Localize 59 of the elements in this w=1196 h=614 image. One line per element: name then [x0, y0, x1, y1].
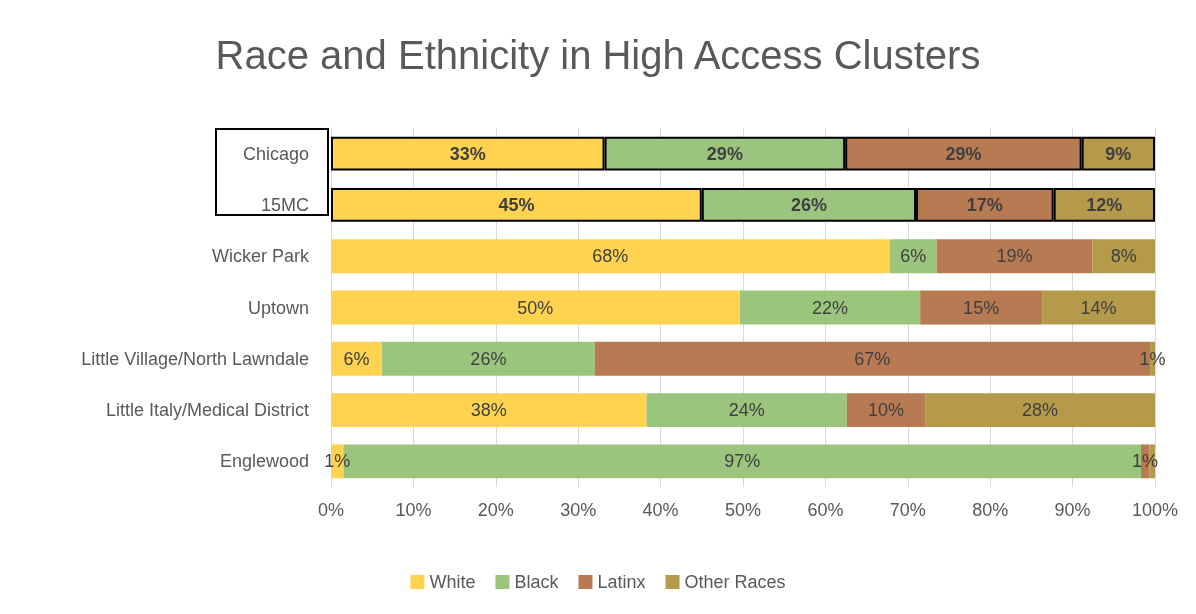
legend-label: Latinx: [597, 572, 646, 592]
data-label: 33%: [449, 143, 486, 164]
data-label: 22%: [811, 297, 848, 318]
data-label: 45%: [498, 194, 535, 215]
bar: [331, 393, 647, 427]
data-label: 17%: [966, 194, 1003, 215]
y-tick-label: Chicago: [242, 143, 309, 164]
y-tick-label: Englewood: [219, 451, 309, 472]
data-label: 97%: [724, 451, 761, 472]
x-tick-label: 30%: [560, 500, 597, 520]
bar: [925, 393, 1155, 427]
data-label: 10%: [867, 400, 904, 421]
x-tick-label: 0%: [317, 500, 345, 520]
data-label: 26%: [470, 348, 507, 369]
x-tick-label: 70%: [889, 500, 926, 520]
legend-label: Other Races: [684, 572, 786, 592]
data-label: 50%: [517, 297, 554, 318]
bar: [331, 239, 890, 274]
data-label: 24%: [728, 400, 765, 421]
data-label: 6%: [343, 348, 370, 369]
data-label: 19%: [996, 246, 1033, 267]
bar: [739, 290, 921, 325]
x-tick-label: 80%: [972, 500, 1009, 520]
data-label: 9%: [1105, 143, 1132, 164]
bar: [1042, 290, 1155, 325]
bar: [382, 341, 595, 376]
y-tick-label: Uptown: [247, 297, 309, 318]
x-tick-label: 100%: [1131, 500, 1179, 520]
y-tick-label: 15MC: [260, 194, 309, 215]
bar: [331, 290, 740, 325]
legend-label: White: [429, 572, 476, 592]
bar: [646, 393, 847, 427]
y-tick-label: Wicker Park: [211, 246, 310, 267]
y-tick-label: Little Italy/Medical District: [105, 400, 309, 421]
legend-label: Black: [514, 572, 560, 592]
data-label: 6%: [900, 246, 927, 267]
x-tick-label: 40%: [642, 500, 679, 520]
data-label: 29%: [945, 143, 982, 164]
data-label: 28%: [1022, 400, 1059, 421]
data-label: 8%: [1110, 246, 1137, 267]
x-tick-label: 60%: [807, 500, 844, 520]
bar: [1092, 239, 1155, 274]
x-tick-label: 50%: [724, 500, 762, 520]
data-label: 12%: [1086, 194, 1123, 215]
y-tick-label: Little Village/North Lawndale: [81, 348, 309, 369]
data-label: 38%: [470, 400, 507, 421]
data-label: 14%: [1080, 297, 1117, 318]
data-label: 68%: [592, 246, 629, 267]
x-tick-label: 90%: [1054, 500, 1091, 520]
chart-title: Race and Ethnicity in High Access Clusters: [215, 33, 981, 77]
bar: [846, 393, 926, 427]
bar: [920, 290, 1043, 325]
data-label: 26%: [790, 194, 827, 215]
x-tick-label: 20%: [477, 500, 514, 520]
data-label: 29%: [706, 143, 743, 164]
bar: [936, 239, 1093, 274]
x-tick-label: 10%: [395, 500, 432, 520]
data-label: 15%: [963, 297, 1000, 318]
data-label: 67%: [854, 348, 891, 369]
